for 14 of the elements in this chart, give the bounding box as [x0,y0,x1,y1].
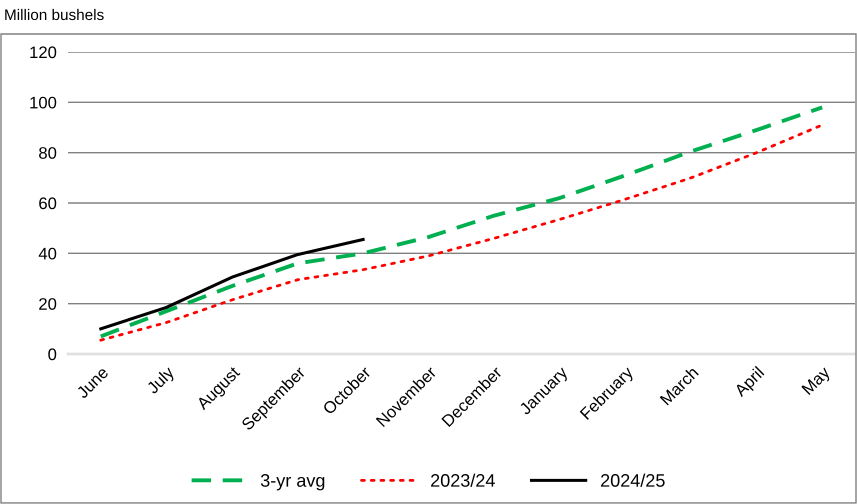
legend-label: 2024/25 [601,474,665,487]
legend-label: 2023/24 [431,474,495,487]
y-tick-label: 80 [39,147,56,159]
y-tick-label: 60 [39,197,56,210]
y-tick-label: 20 [39,298,56,310]
y-tick-label: 100 [30,96,56,109]
x-tick-label: July [146,365,178,397]
y-tick-label: 0 [48,348,56,360]
legend-label: 3-yr avg [260,474,324,490]
y-tick-label: 40 [38,248,56,260]
x-tick-label: May [801,366,834,398]
y-tick-label: 120 [30,46,56,58]
line-series [99,238,365,330]
y-axis-title: Million bushels [5,8,104,20]
